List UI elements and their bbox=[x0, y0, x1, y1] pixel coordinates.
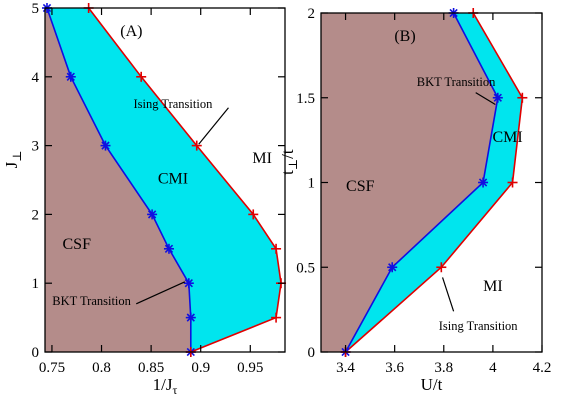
y-tick-label: 1 bbox=[32, 276, 40, 292]
plot-area bbox=[45, 8, 282, 352]
y-tick-label: 1.5 bbox=[296, 91, 315, 107]
bkt-point-marker bbox=[478, 177, 489, 188]
annotation-pointer bbox=[441, 277, 455, 312]
csf-region-fill bbox=[45, 8, 191, 352]
bkt-point-marker bbox=[185, 312, 196, 323]
y-tick-label: 0 bbox=[308, 345, 316, 361]
ising-point-marker bbox=[436, 262, 447, 273]
y-tick-label: 1 bbox=[308, 176, 316, 192]
y-tick-label: 0 bbox=[32, 345, 40, 361]
annotation-label: BKT Transition bbox=[52, 294, 131, 308]
bkt-point-marker bbox=[492, 92, 503, 103]
ising-point-marker bbox=[507, 177, 518, 188]
ising-point-marker bbox=[136, 71, 147, 82]
annotation-label: Ising Transition bbox=[439, 319, 519, 333]
ising-boundary-line bbox=[88, 8, 282, 352]
bkt-point-marker bbox=[147, 209, 158, 220]
x-tick-label: 3.4 bbox=[336, 360, 355, 376]
x-tick-label: 0.9 bbox=[191, 360, 210, 376]
panel-b: 3.4 3.6 3.8 4 4.2 0 0.5 1 1.5 2 U/t t⊥/t (B) CSF CMI MI… bbox=[278, 6, 551, 394]
annotation-pointer bbox=[198, 107, 229, 145]
region-label-mi: MI bbox=[252, 150, 272, 167]
ising-point-marker bbox=[191, 140, 202, 151]
y-axis-label-subscript: ⊥ bbox=[10, 150, 24, 161]
x-tick-label: 0.95 bbox=[237, 360, 263, 376]
x-tick-label: 3.6 bbox=[385, 360, 404, 376]
ising-point-marker bbox=[271, 312, 282, 323]
y-tick-label: 3 bbox=[32, 139, 40, 155]
bkt-point-marker bbox=[65, 71, 76, 82]
y-tick-label: 2 bbox=[32, 207, 40, 223]
axes-frame bbox=[44, 7, 286, 353]
x-tick-label: 3.8 bbox=[434, 360, 453, 376]
bkt-boundary-line bbox=[46, 8, 192, 352]
bkt-point-marker bbox=[163, 243, 174, 254]
annotation-label: Ising Transition bbox=[134, 97, 214, 111]
bkt-point-marker bbox=[100, 140, 111, 151]
annotation-label: BKT Transition bbox=[417, 75, 496, 89]
x-tick-label: 0.85 bbox=[138, 360, 164, 376]
panel-a: 0.75 0.8 0.85 0.9 0.95 0 1 2 3 4 5 1/Jτ J⊥ (A) CSF CMI M… bbox=[2, 1, 287, 397]
annotation-pointer bbox=[475, 92, 496, 106]
y-tick-label: 5 bbox=[32, 1, 40, 17]
x-axis-label: U/t bbox=[421, 375, 443, 394]
y-tick-label: 0.5 bbox=[296, 260, 315, 276]
y-axis-label-text: t bbox=[278, 170, 297, 175]
cmi-region-fill bbox=[46, 8, 282, 352]
csf-region-fill bbox=[321, 13, 498, 352]
x-axis-label: 1/Jτ bbox=[153, 375, 178, 397]
y-tick-label: 4 bbox=[32, 70, 40, 86]
y-axis-label-text: J bbox=[2, 161, 21, 168]
region-label-mi: MI bbox=[483, 278, 503, 295]
x-axis-label-subscript: τ bbox=[173, 383, 178, 397]
x-tick-label: 4.2 bbox=[533, 360, 552, 376]
panel-label: (A) bbox=[120, 23, 142, 40]
y-axis-label: J⊥ bbox=[2, 150, 24, 168]
x-tick-label: 0.75 bbox=[39, 360, 65, 376]
ising-point-marker bbox=[517, 92, 528, 103]
y-tick-label: 2 bbox=[308, 6, 316, 22]
ising-point-marker bbox=[271, 243, 282, 254]
x-axis-label-text: 1/J bbox=[153, 375, 173, 394]
bkt-point-marker bbox=[387, 262, 398, 273]
panel-label: (B) bbox=[394, 28, 415, 45]
y-axis-label-subscript: ⊥ bbox=[286, 159, 300, 170]
x-tick-label: 0.8 bbox=[92, 360, 111, 376]
region-label-cmi: CMI bbox=[158, 170, 188, 187]
region-label-cmi: CMI bbox=[493, 129, 523, 146]
annotation-pointer bbox=[135, 281, 186, 305]
y-axis-label: t⊥/t bbox=[278, 149, 300, 175]
region-label-csf: CSF bbox=[346, 178, 375, 195]
y-axis-label-suffix: /t bbox=[278, 149, 297, 159]
x-axis-label-text: U/t bbox=[421, 375, 443, 394]
region-label-csf: CSF bbox=[63, 236, 92, 253]
ising-point-marker bbox=[248, 209, 259, 220]
bkt-point-marker bbox=[183, 278, 194, 289]
x-tick-label: 4 bbox=[489, 360, 497, 376]
